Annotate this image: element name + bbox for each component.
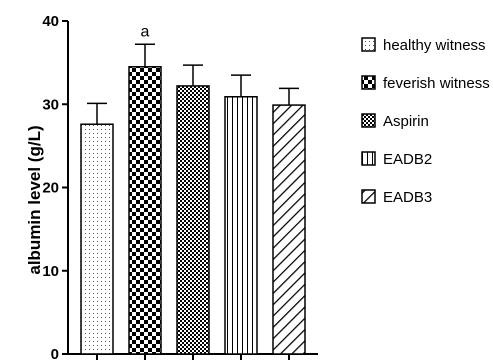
y-tick-label: 10 [42, 263, 59, 280]
legend-swatch [361, 75, 376, 90]
legend-label: EADB3 [383, 189, 432, 206]
bar [176, 85, 210, 355]
y-tick-label: 20 [42, 180, 59, 197]
legend-label: Aspirin [383, 113, 429, 130]
y-tick-label: 30 [42, 96, 59, 113]
bar [80, 123, 114, 355]
legend-label: healthy witness [383, 37, 486, 54]
legend-swatch [361, 37, 376, 52]
legend-swatch [361, 151, 376, 166]
bar [224, 96, 258, 355]
legend-swatch [361, 113, 376, 128]
annotation-label: a [141, 23, 150, 40]
y-axis-label: albumin level (g/L) [25, 125, 44, 274]
y-tick-label: 0 [51, 346, 59, 362]
legend-label: feverish witness [383, 75, 490, 92]
bar [272, 104, 306, 355]
bar [128, 66, 162, 355]
legend-label: EADB2 [383, 151, 432, 168]
y-tick-label: 40 [42, 13, 59, 30]
legend: healthy witness feverish witness Aspirin EA… [361, 37, 490, 206]
bars: a [80, 23, 306, 355]
legend-swatch [361, 189, 376, 204]
